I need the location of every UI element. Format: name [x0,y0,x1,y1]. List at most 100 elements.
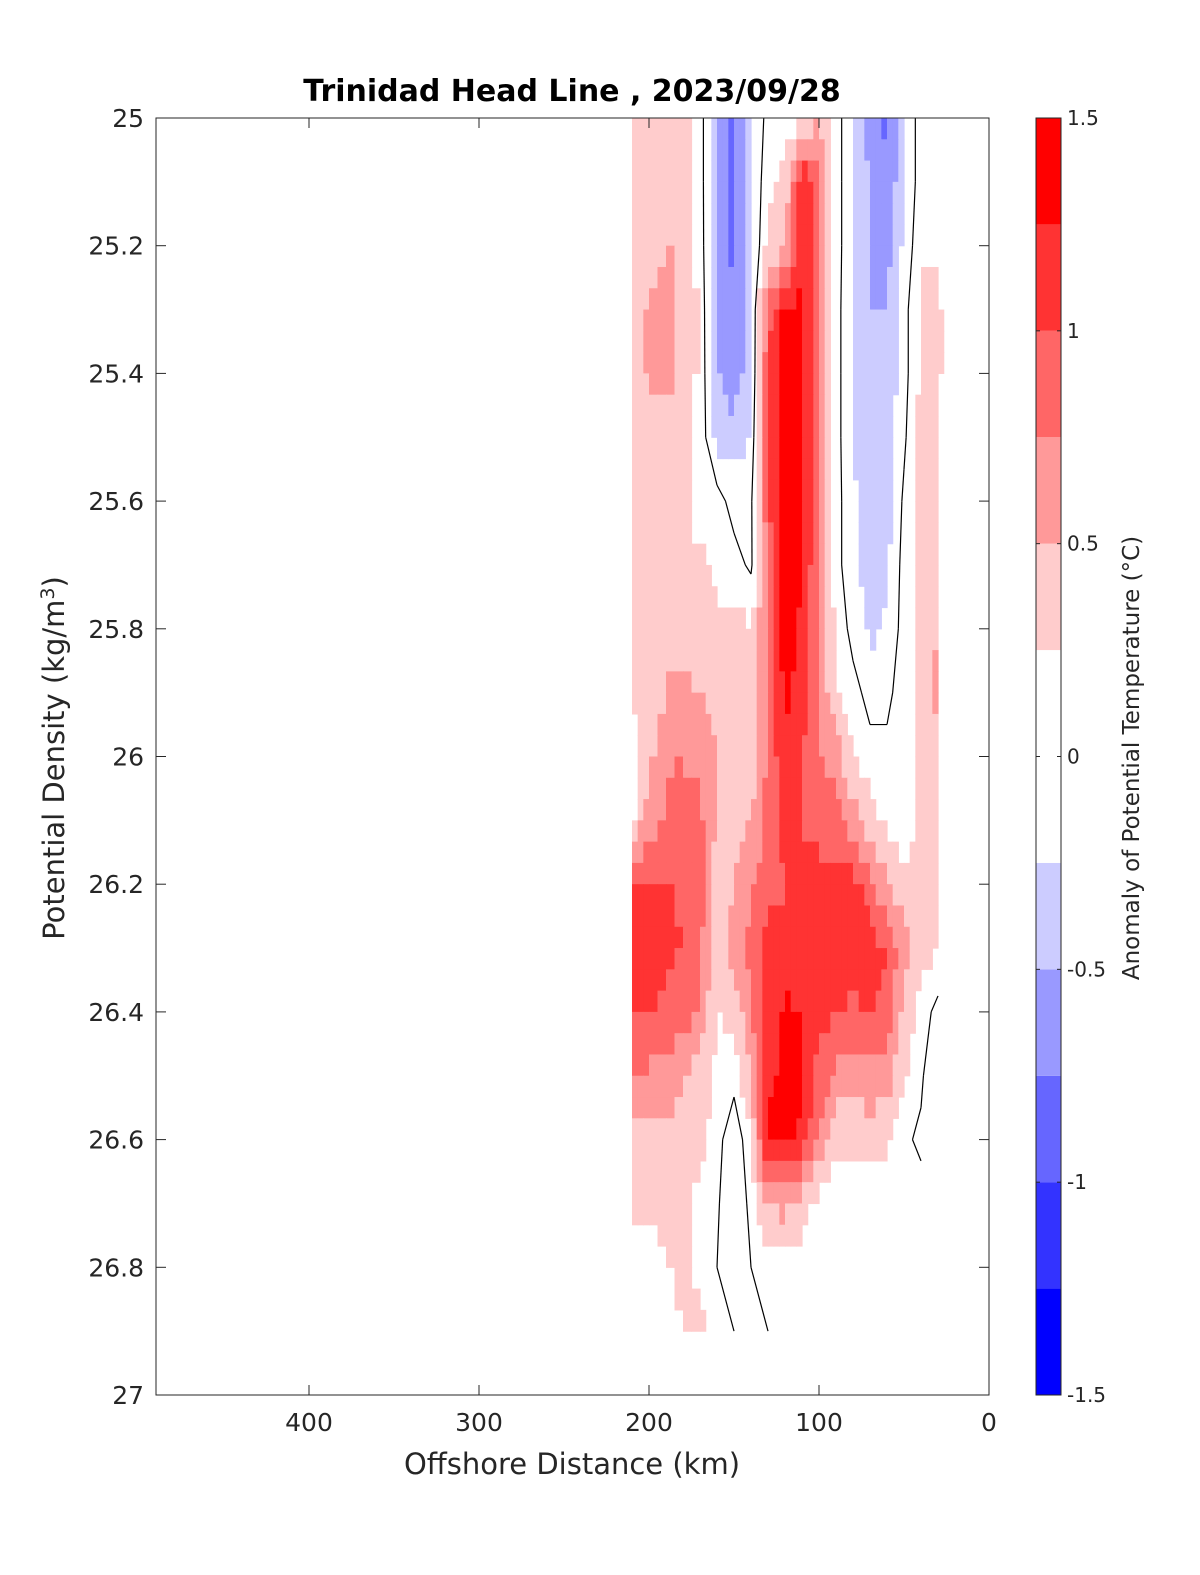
contour-cell [773,1075,780,1098]
contour-cell [921,777,928,800]
contour-cell [909,969,916,992]
contour-cell [926,692,933,715]
contour-cell [739,671,746,694]
contour-cell [739,394,746,417]
contour-cell [926,650,933,672]
contour-cell [745,415,752,438]
contour-cell [932,713,939,736]
contour-cell [870,1033,877,1056]
contour-cell [779,160,786,183]
contour-cell [756,607,763,630]
contour-cell [870,415,877,438]
contour-cell [824,777,831,800]
contour-cell [887,203,894,226]
contour-cell [870,1075,877,1098]
contour-cell [864,437,871,460]
contour-cell [813,352,820,374]
contour-cell [898,948,905,970]
contour-cell [881,139,888,162]
contour-cell [674,224,684,247]
contour-cell [841,1054,848,1077]
contour-cell [666,309,676,332]
contour-cell [722,224,729,247]
contour-cell [643,1203,650,1226]
contour-cell [683,181,693,204]
contour-cell [926,543,933,566]
contour-cell [864,543,871,566]
contour-cell [722,330,729,353]
contour-cell [649,820,659,843]
contour-cell [802,479,809,502]
contour-cell [813,671,820,694]
contour-cell [773,1054,780,1077]
contour-cell [683,1054,693,1077]
contour-cell [802,1011,809,1034]
contour-cell [807,1139,814,1162]
contour-cell [779,713,786,736]
contour-cell [836,1033,843,1056]
contour-cell [813,628,820,651]
contour-cell [657,1182,667,1205]
contour-cell [649,969,659,992]
contour-cell [643,309,650,332]
contour-cell [683,607,693,630]
contour-cell [881,884,888,907]
contour-cell [637,288,644,311]
contour-cell [875,948,882,970]
contour-cell [887,522,894,545]
contour-cell [717,671,724,694]
contour-cell [773,1118,780,1141]
contour-cell [824,437,831,460]
contour-cell [847,926,854,949]
contour-cell [853,224,860,247]
contour-cell [785,394,792,417]
contour-cell [830,1033,837,1056]
contour-cell [717,862,724,885]
contour-cell [887,841,894,864]
contour-cell [790,628,797,651]
contour-cell [728,735,735,758]
contour-cell [674,756,684,779]
contour-cell [796,1011,803,1034]
contour-cell [807,266,814,289]
contour-cell [773,713,780,736]
contour-cell [632,1160,639,1183]
contour-cell [657,671,667,694]
contour-cell [674,969,684,992]
contour-cell [773,1182,780,1205]
contour-cell [892,139,899,162]
contour-cell [762,501,769,523]
contour-cell [807,564,814,587]
contour-cell [881,288,888,311]
contour-cell [858,501,865,523]
contour-cell [751,926,758,949]
contour-cell [711,905,718,928]
contour-cell [657,628,667,651]
contour-cell [711,181,718,204]
contour-cell [858,777,865,800]
zero-contour-segment [760,117,765,182]
contour-cell [666,1139,676,1162]
contour-cell [657,139,667,162]
contour-cell [705,692,712,715]
contour-cell [739,884,746,907]
contour-cell [674,309,684,332]
y-tick-label: 26.4 [88,998,144,1027]
contour-cell [768,309,775,332]
contour-cell [881,1033,888,1056]
contour-cell [790,160,797,183]
contour-cell [790,1033,797,1056]
contour-cell [796,841,803,864]
contour-cell [881,926,888,949]
contour-cell [926,926,933,949]
contour-cell [691,841,701,864]
contour-cell [796,330,803,353]
contour-cell [853,777,860,800]
contour-cell [864,777,871,800]
contour-cell [711,224,718,247]
contour-cell [700,1054,707,1077]
contour-cell [711,692,718,715]
contour-cell [637,564,644,587]
contour-cell [773,905,780,928]
contour-cell [802,799,809,821]
